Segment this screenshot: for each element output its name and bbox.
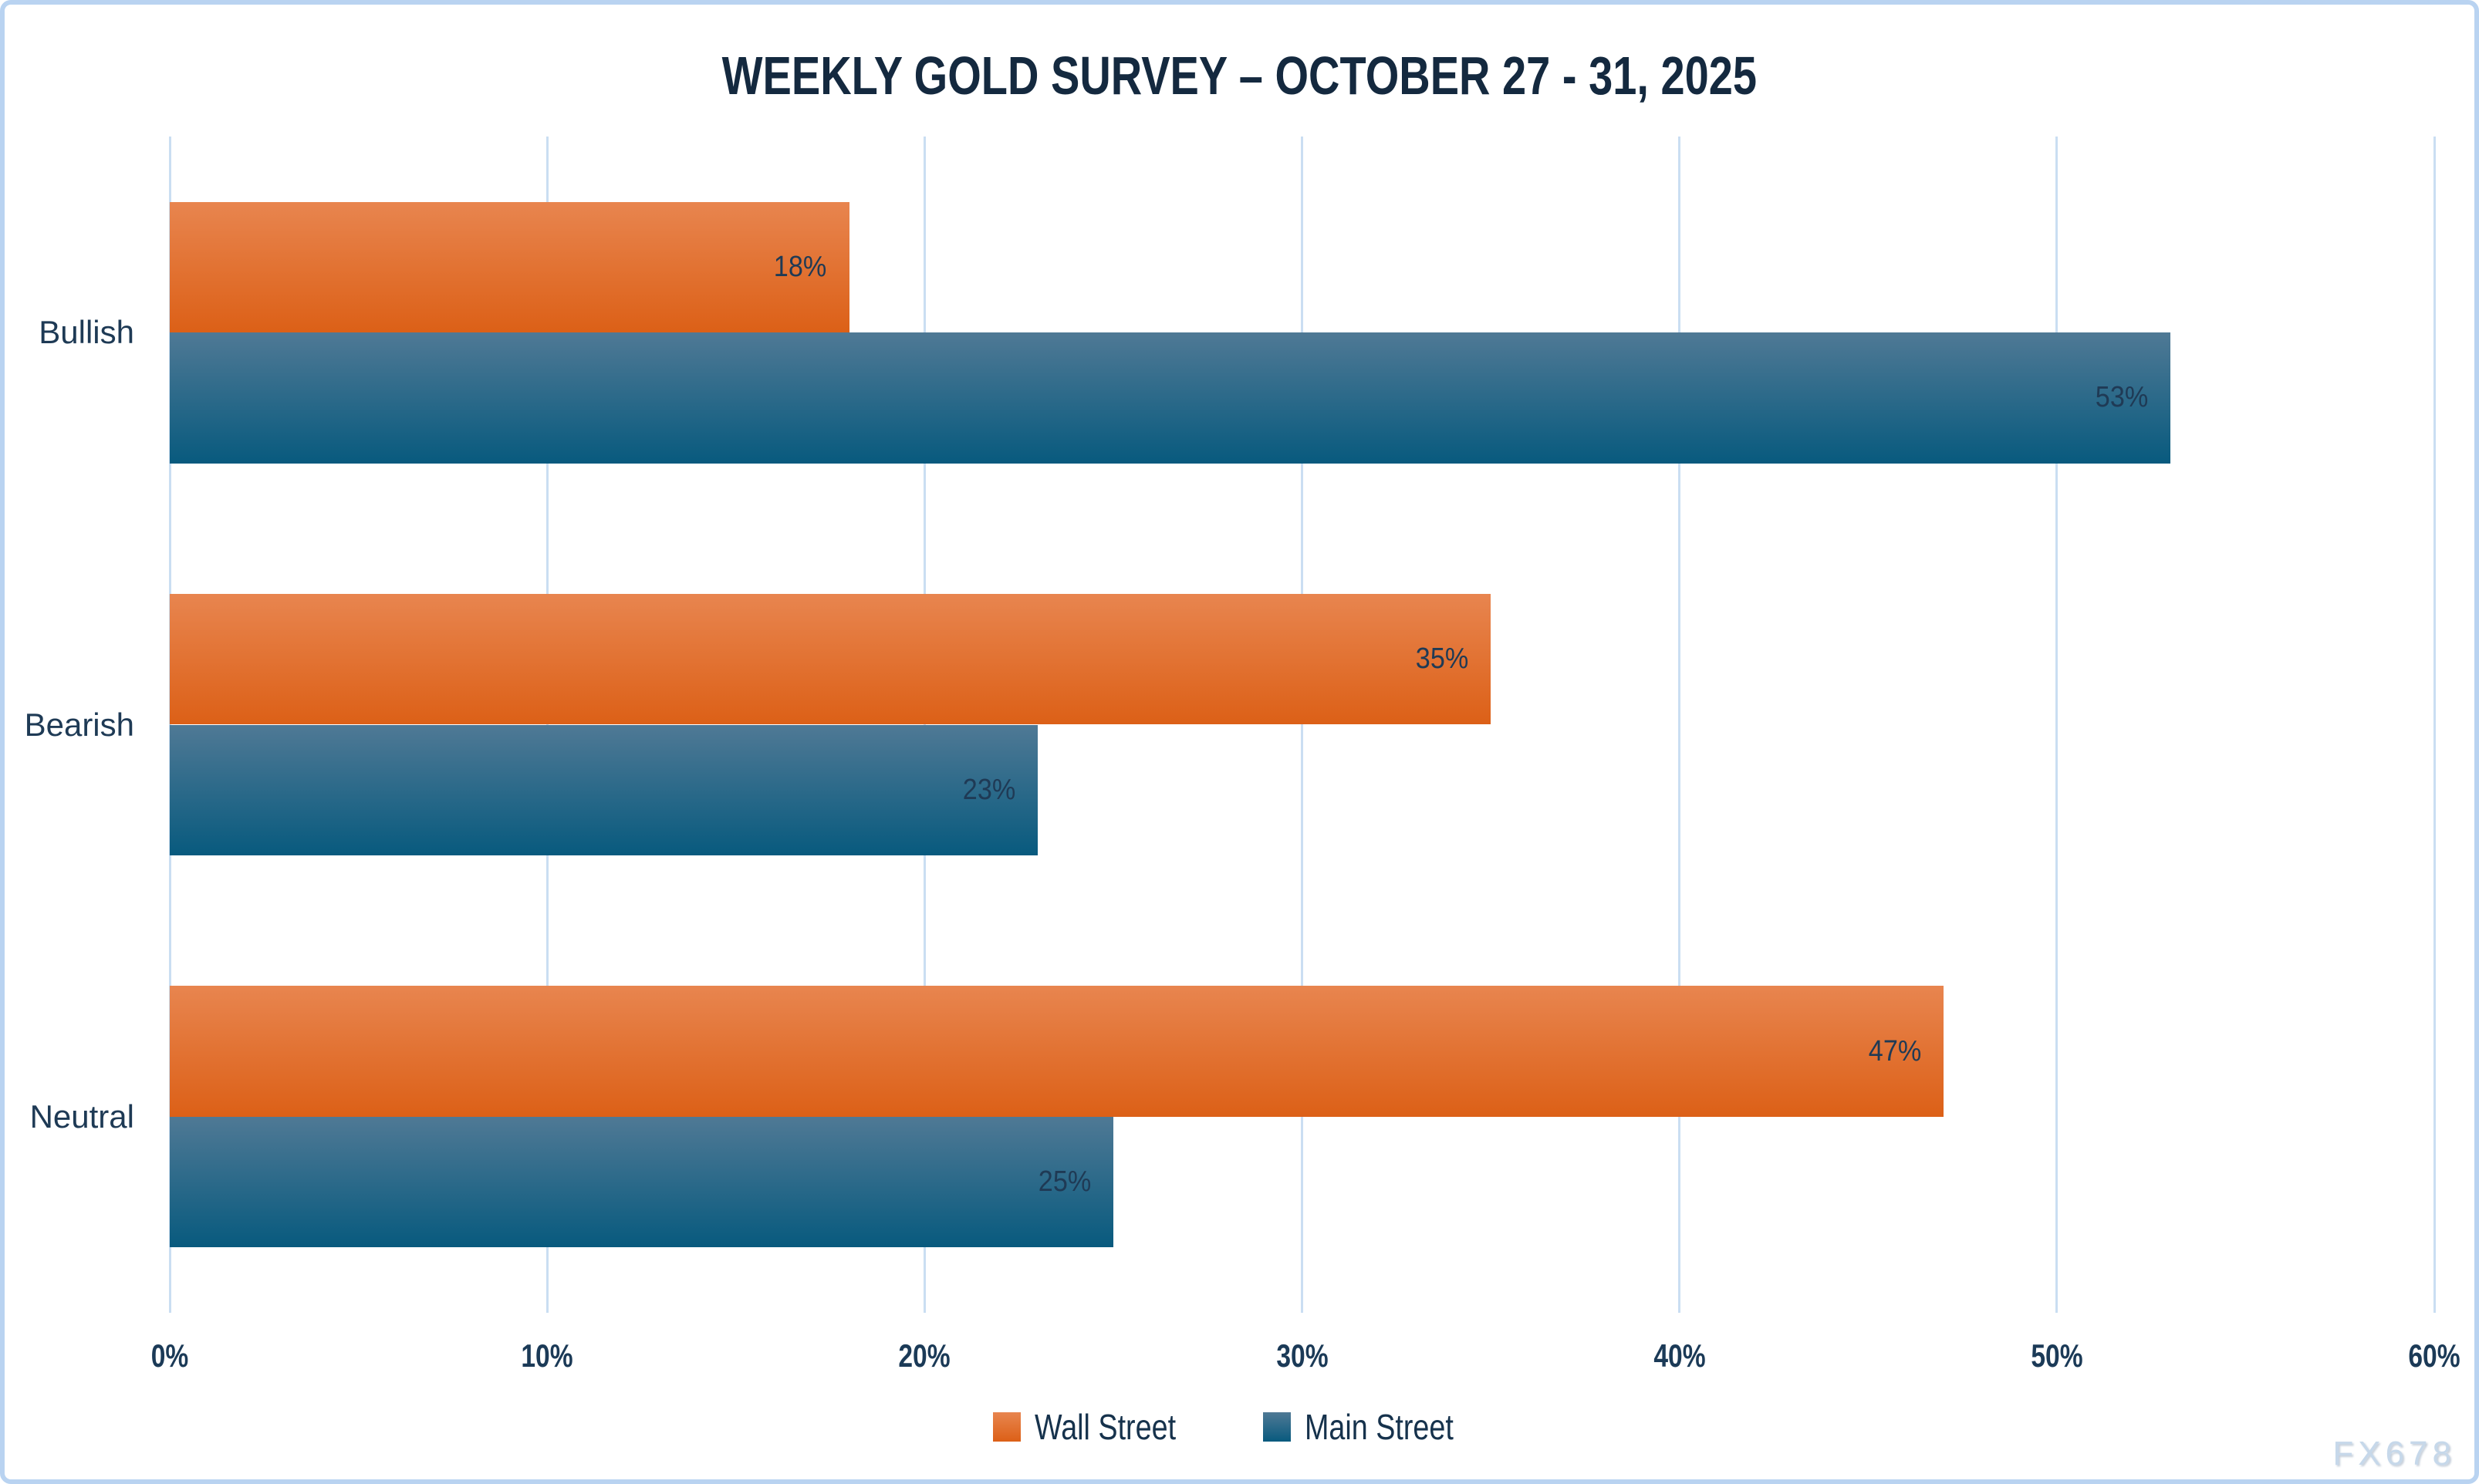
x-tick-label-10-: 10% — [515, 1337, 579, 1374]
x-tick-label-20-: 20% — [892, 1337, 957, 1374]
bar-value-label-main-street-bearish: 23% — [962, 773, 1016, 806]
x-tick-label-0-: 0% — [147, 1337, 194, 1374]
gridline-60- — [2433, 137, 2436, 1313]
x-axis-tick-labels: 0% 10% 20% 30% 40% 50% 60% — [151, 1337, 2460, 1384]
x-tick-label-text-0-: 0% — [150, 1337, 189, 1374]
x-tick-label-text-20-: 20% — [898, 1337, 951, 1374]
category-label-neutral: Neutral — [29, 1098, 134, 1135]
y-axis-category-labels: Bullish Bearish Neutral — [0, 137, 147, 1313]
bar-main-street-bullish: 53% — [170, 332, 2170, 464]
chart-title: WEEKLY GOLD SURVEY – OCTOBER 27 - 31, 20… — [0, 45, 2479, 106]
x-tick-label-text-40-: 40% — [1653, 1337, 1706, 1374]
bar-value-label-wall-street-neutral: 47% — [1868, 1034, 1922, 1067]
bar-value-label-main-street-neutral: 25% — [1038, 1165, 1092, 1199]
legend-item-wall-street: Wall Street — [993, 1406, 1207, 1448]
bar-value-label-wall-street-bearish: 35% — [1415, 643, 1469, 676]
category-label-bearish: Bearish — [24, 706, 134, 743]
bar-main-street-neutral: 25% — [170, 1116, 1113, 1248]
legend-swatch-icon-wall-street — [993, 1412, 1022, 1442]
legend-swatch-icon-main-street — [1262, 1412, 1291, 1442]
bar-value-label-main-street-bullish: 53% — [2095, 381, 2148, 414]
watermark-text: FX678 — [2332, 1435, 2456, 1472]
bar-value-label-wall-street-bullish: 18% — [774, 250, 827, 283]
bar-wall-street-bearish: 35% — [170, 594, 1491, 725]
bar-wall-street-bullish: 18% — [170, 201, 849, 333]
category-label-bullish: Bullish — [39, 314, 134, 351]
legend-label-main-street: Main Street — [1304, 1407, 1454, 1447]
x-tick-label-60-: 60% — [2402, 1337, 2467, 1374]
x-tick-label-text-10-: 10% — [521, 1337, 573, 1374]
plot-area: 18% 53% 35% 23% 47% 25% — [168, 137, 2436, 1313]
gridline-40- — [1678, 137, 1681, 1313]
x-tick-label-50-: 50% — [2025, 1337, 2089, 1374]
gridline-50- — [2055, 137, 2059, 1313]
gridline-30- — [1301, 137, 1303, 1313]
bar-wall-street-neutral: 47% — [170, 986, 1944, 1117]
x-tick-label-text-30-: 30% — [1275, 1337, 1329, 1374]
legend-item-main-street: Main Street — [1262, 1406, 1486, 1448]
bar-main-street-bearish: 23% — [170, 724, 1039, 855]
chart-title-text: WEEKLY GOLD SURVEY – OCTOBER 27 - 31, 20… — [721, 46, 1758, 106]
x-tick-label-text-60-: 60% — [2408, 1337, 2460, 1374]
legend: Wall Street Main Street — [0, 1407, 2479, 1447]
x-tick-label-30-: 30% — [1269, 1337, 1334, 1374]
x-tick-label-40-: 40% — [1647, 1337, 1712, 1374]
x-tick-label-text-50-: 50% — [2031, 1337, 2083, 1374]
legend-label-wall-street: Wall Street — [1035, 1407, 1177, 1447]
